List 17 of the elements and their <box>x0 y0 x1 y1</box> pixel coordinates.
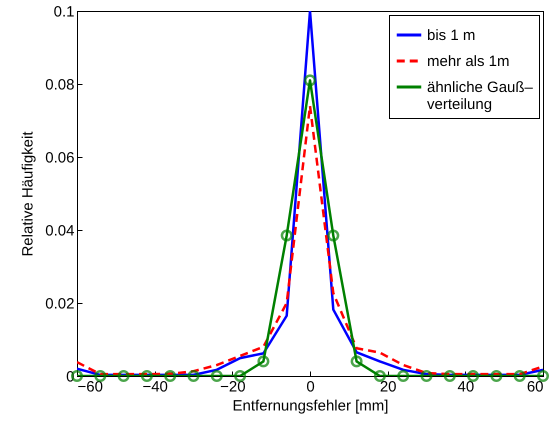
x-tick-label: −20 <box>220 378 246 396</box>
x-tick-label: 60 <box>526 378 544 396</box>
x-tick-label: 20 <box>380 378 397 396</box>
y-tick-label: 0.06 <box>45 150 74 166</box>
y-axis-title: Relative Häufigkeit <box>19 130 36 257</box>
legend-label: mehr als 1m <box>427 53 510 70</box>
x-axis-title: Entfernungsfehler [mm] <box>232 398 388 414</box>
y-tick-label: 0.1 <box>54 4 74 20</box>
y-tick-label: 0.08 <box>45 76 74 94</box>
legend-label: ähnliche Gauß– verteilung <box>427 79 534 113</box>
x-tick-label: −60 <box>78 378 103 396</box>
legend-label: bis 1 m <box>427 27 476 44</box>
x-tick-label: −40 <box>142 378 168 396</box>
x-tick-label: 40 <box>457 378 474 396</box>
y-tick-label: 0.04 <box>45 222 74 240</box>
y-tick-label: 0.02 <box>45 296 74 312</box>
x-tick-label: 0 <box>306 378 315 396</box>
